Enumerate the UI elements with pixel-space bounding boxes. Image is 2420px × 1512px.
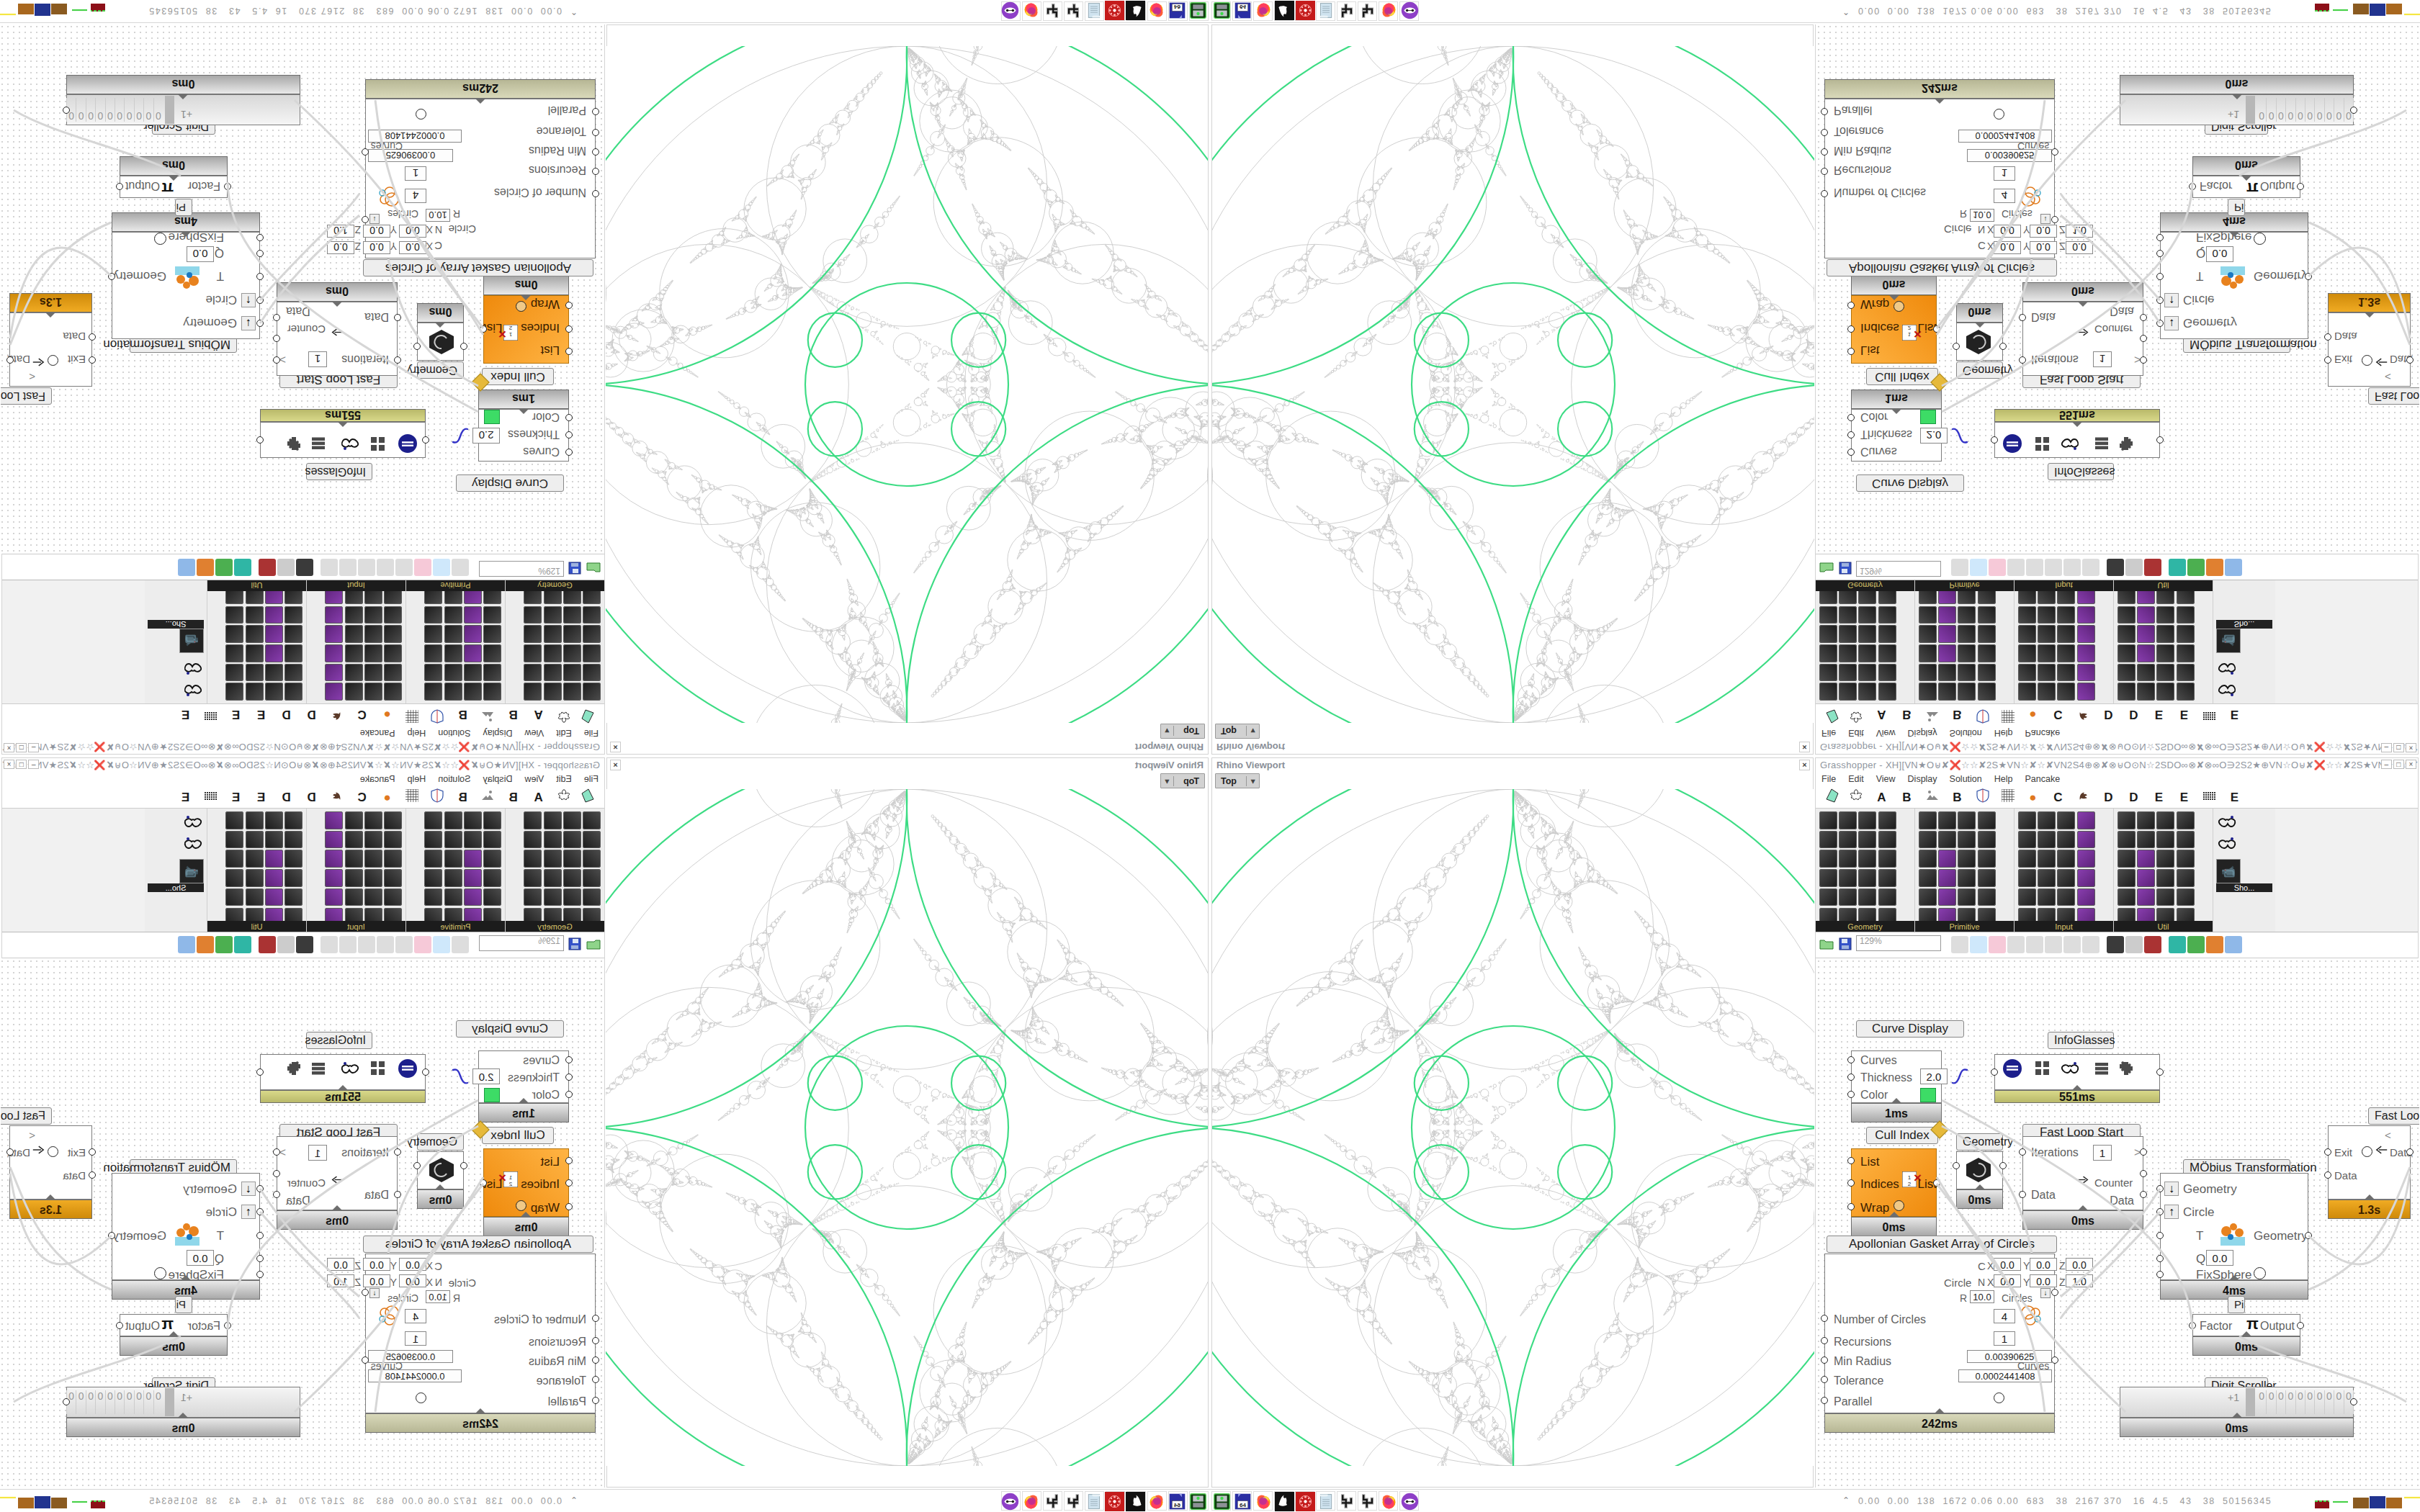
svg-text:1: 1 [508,331,512,338]
svg-text:1: 1 [1908,331,1912,338]
svg-text:2: 2 [508,325,512,331]
svg-text:64: 64 [1240,4,1246,10]
svg-text:2: 2 [1908,1181,1912,1187]
svg-text:1: 1 [508,1174,512,1181]
svg-text:64: 64 [1240,1502,1246,1508]
svg-text:2: 2 [508,1181,512,1187]
svg-text:64: 64 [1174,4,1180,10]
svg-text:1: 1 [1908,1174,1912,1181]
svg-text:2: 2 [1908,325,1912,331]
svg-text:64: 64 [1174,1502,1180,1508]
